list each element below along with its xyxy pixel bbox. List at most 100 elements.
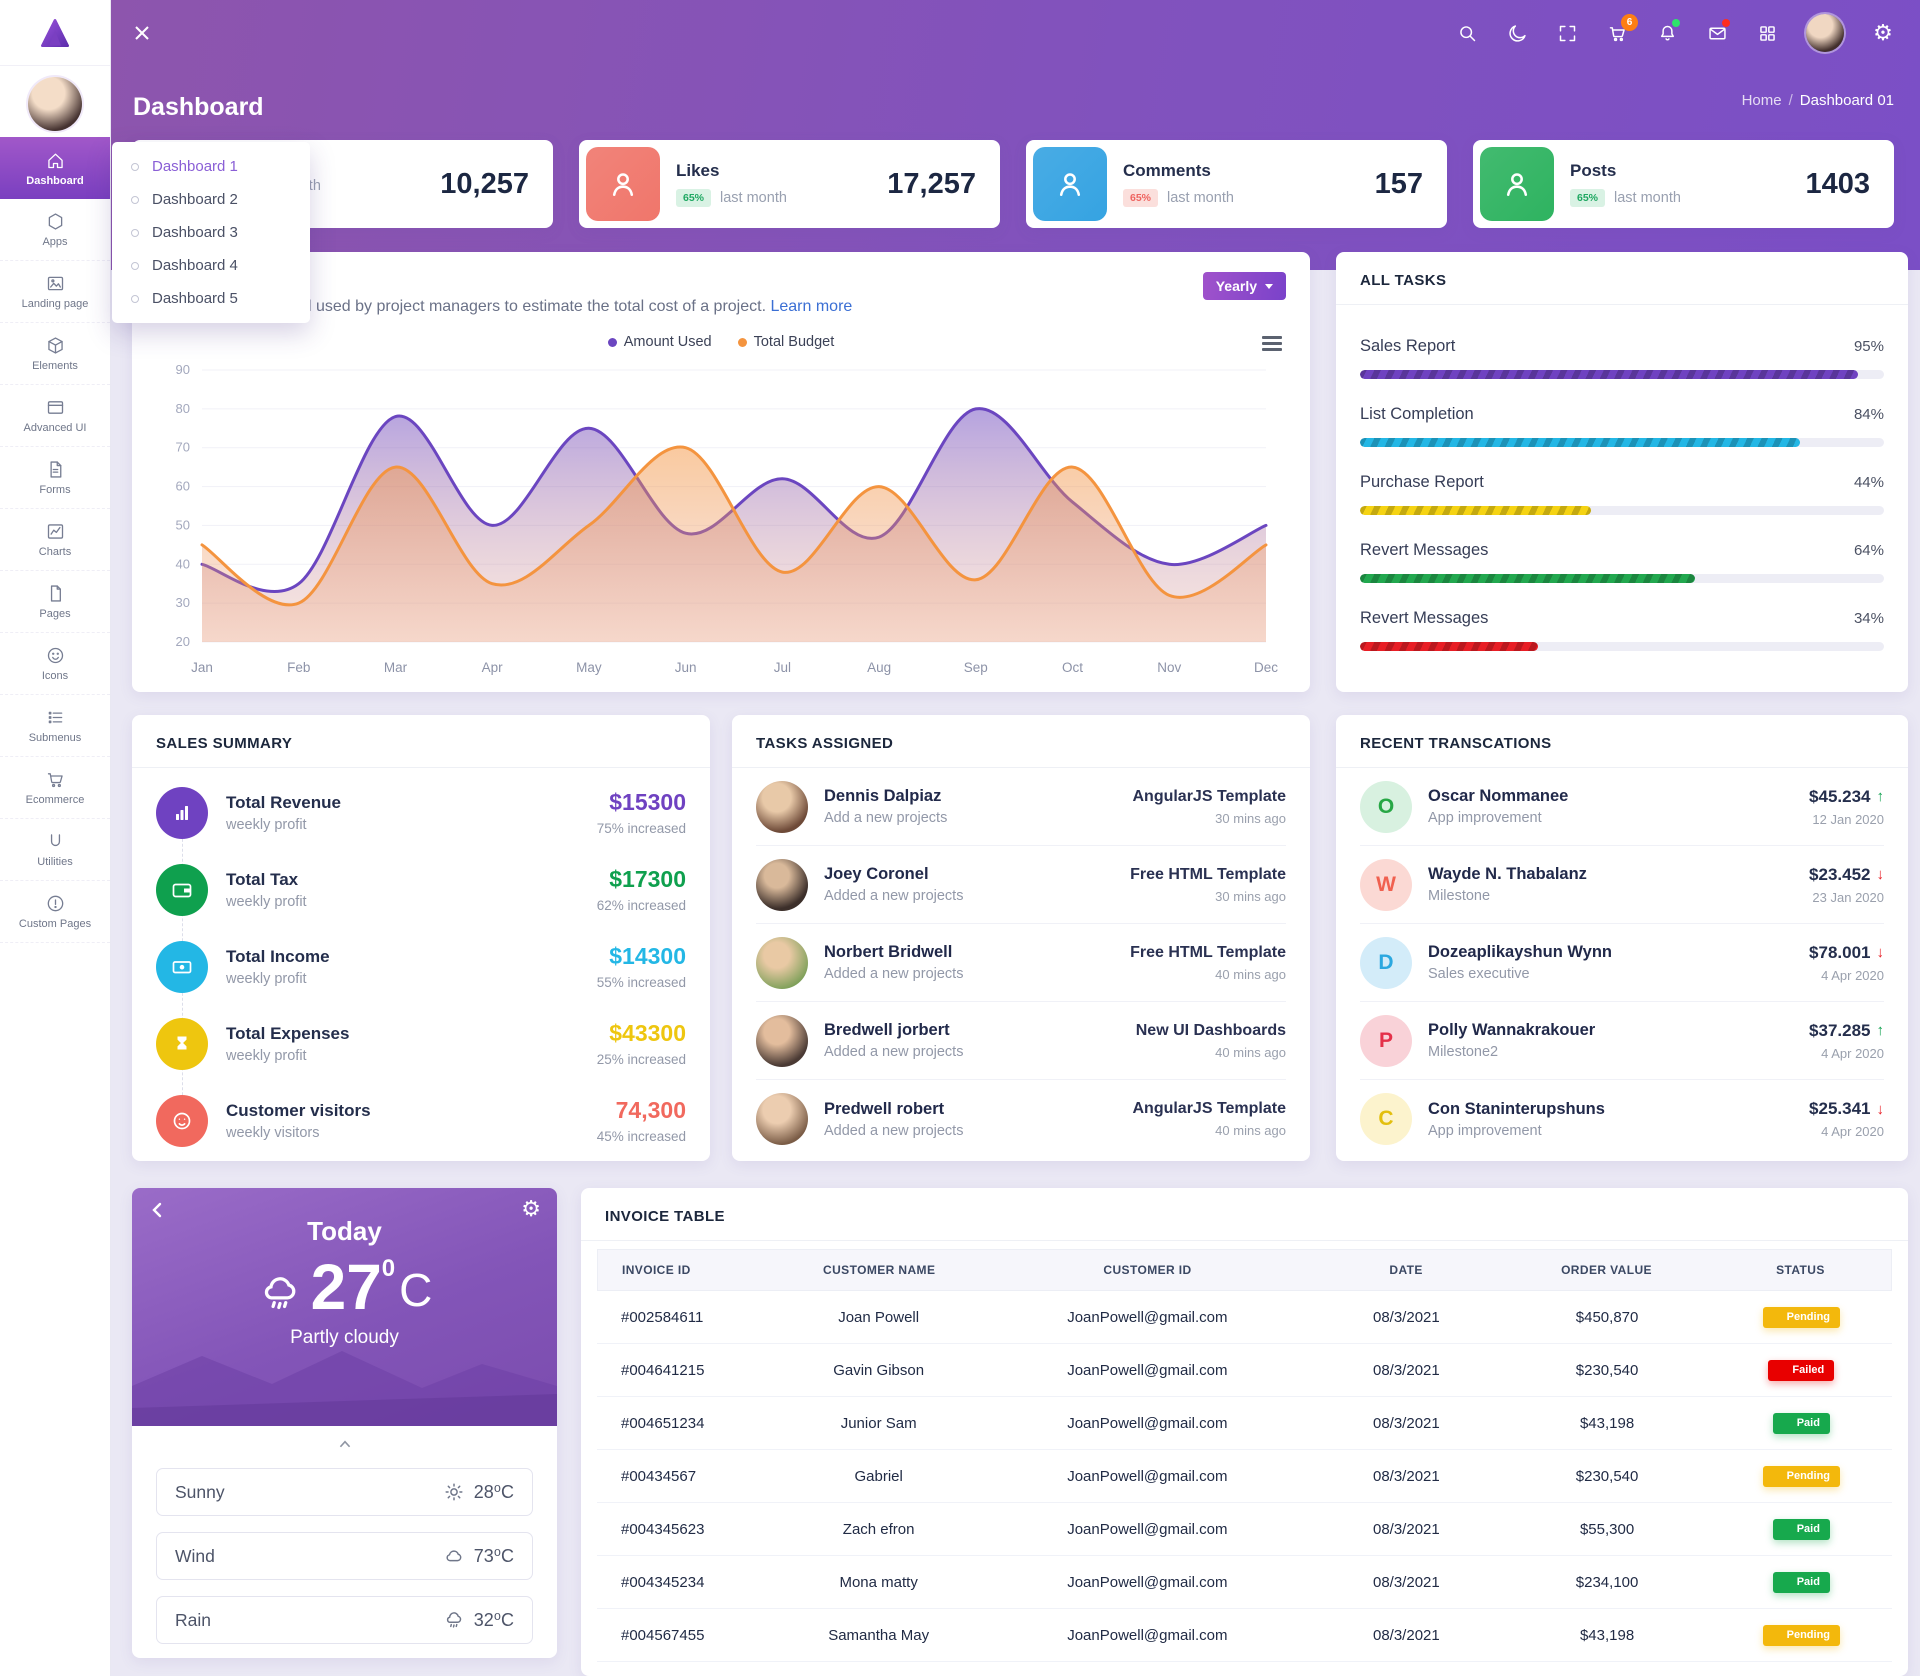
table-header-row: INVOICE ID CUSTOMER NAME CUSTOMER ID DATE OR… [597, 1249, 1892, 1291]
stat-value: 157 [1374, 167, 1423, 200]
transaction-row[interactable]: O Oscar Nommanee App improvement $45.234 ↑… [1360, 768, 1884, 846]
sidebar-item-advanced-ui[interactable]: Advanced UI [0, 385, 110, 447]
table-row[interactable]: #004345623 Zach efron JoanPowell@gmail.com… [597, 1503, 1892, 1556]
sidebar-item-dashboard[interactable]: Dashboard [0, 137, 110, 199]
assigned-task-row[interactable]: Norbert Bridwell Added a new projects Fre… [756, 924, 1286, 1002]
assigned-task-row[interactable]: Joey Coronel Added a new projects Free HT… [756, 846, 1286, 924]
sidebar-item-elements[interactable]: Elements [0, 323, 110, 385]
svg-text:Feb: Feb [287, 660, 310, 675]
trend-arrow-icon: ↓ [1876, 1100, 1885, 1118]
forecast-row-sunny[interactable]: Sunny 28⁰C [156, 1468, 533, 1516]
svg-text:20: 20 [176, 634, 190, 649]
avatar-initial: P [1360, 1014, 1412, 1067]
sidebar-item-utilities[interactable]: Utilities [0, 819, 110, 881]
svg-text:Nov: Nov [1157, 660, 1181, 675]
assigned-task-row[interactable]: Bredwell jorbert Added a new projects New… [756, 1002, 1286, 1080]
invoice-table-card: INVOICE TABLE INVOICE ID CUSTOMER NAME CUS… [581, 1188, 1908, 1676]
cart-icon[interactable]: 6 [1606, 14, 1638, 44]
stat-title: Posts [1570, 161, 1617, 180]
dropdown-item-dashboard-5[interactable]: Dashboard 5 [112, 282, 310, 315]
forecast-row-wind[interactable]: Wind 73⁰C [156, 1532, 533, 1580]
cart-icon [47, 773, 63, 788]
collapse-chevron-up-icon[interactable] [132, 1426, 557, 1452]
status-badge: Pending [1762, 1465, 1841, 1487]
logo-triangle-icon [41, 18, 69, 47]
svg-text:Jun: Jun [675, 660, 697, 675]
dark-mode-moon-icon[interactable] [1506, 22, 1528, 44]
progress-track [1360, 574, 1884, 583]
chart-menu-icon[interactable] [1262, 336, 1282, 351]
transaction-row[interactable]: C Con Staninterupshuns App improvement $2… [1360, 1080, 1884, 1158]
forecast-row-rain[interactable]: Rain 32⁰C [156, 1596, 533, 1644]
sales-summary-card: SALES SUMMARY Total Revenue weekly profit… [132, 715, 710, 1161]
all-tasks-card: ALL TASKS Sales Report 95% List Completio… [1336, 252, 1908, 692]
avatar-initial: D [1360, 936, 1412, 989]
rain-cloud-icon [446, 1612, 461, 1628]
dropdown-item-dashboard-3[interactable]: Dashboard 3 [112, 216, 310, 249]
dropdown-item-dashboard-2[interactable]: Dashboard 2 [112, 183, 310, 216]
transaction-row[interactable]: W Wayde N. Thabalanz Milestone $23.452 ↓ 23… [1360, 846, 1884, 924]
messages-mail-icon[interactable] [1706, 19, 1730, 44]
settings-gear-icon[interactable] [1872, 22, 1894, 44]
file-text-icon [49, 461, 61, 478]
sidebar-item-pages[interactable]: Pages [0, 571, 110, 633]
svg-text:Jan: Jan [191, 660, 213, 675]
apps-grid-icon[interactable] [1756, 22, 1778, 44]
notifications-bell-icon[interactable] [1656, 19, 1680, 44]
home-icon [47, 153, 63, 168]
fullscreen-icon[interactable] [1556, 22, 1578, 44]
assigned-task-row[interactable]: Predwell robert Added a new projects Angu… [756, 1080, 1286, 1158]
transaction-row[interactable]: P Polly Wannakrakouer Milestone2 $37.285 ↑… [1360, 1002, 1884, 1080]
svg-text:30: 30 [176, 595, 190, 610]
sidebar-item-ecommerce[interactable]: Ecommerce [0, 757, 110, 819]
sidebar-item-icons[interactable]: Icons [0, 633, 110, 695]
dropdown-item-dashboard-1[interactable]: Dashboard 1 [112, 150, 310, 183]
mail-status-dot [1722, 19, 1730, 27]
stat-period: last month [720, 190, 787, 206]
transaction-row[interactable]: D Dozeaplikayshun Wynn Sales executive $7… [1360, 924, 1884, 1002]
table-row[interactable]: #002584611 Joan Powell JoanPowell@gmail.co… [597, 1291, 1892, 1344]
breadcrumb: Home / Dashboard 01 [1741, 92, 1894, 109]
cloud-icon [446, 1550, 462, 1562]
sidebar-item-charts[interactable]: Charts [0, 509, 110, 571]
trend-arrow-icon: ↓ [1876, 944, 1885, 961]
breadcrumb-home[interactable]: Home [1741, 92, 1782, 109]
svg-text:Mar: Mar [384, 660, 408, 675]
sidebar-item-custom-pages[interactable]: Custom Pages [0, 881, 110, 943]
task-progress-row: Sales Report 95% [1360, 337, 1884, 379]
summary-row-tax: Total Tax weekly profit $17300 62% increas… [156, 851, 686, 928]
svg-text:40: 40 [176, 556, 190, 571]
table-row[interactable]: #004345234 Mona matty JoanPowell@gmail.com… [597, 1556, 1892, 1609]
sidebar-item-forms[interactable]: Forms [0, 447, 110, 509]
table-row[interactable]: #004651234 Junior Sam JoanPowell@gmail.com… [597, 1397, 1892, 1450]
sidebar-user-avatar[interactable] [28, 77, 82, 131]
rain-cloud-icon [264, 1277, 295, 1310]
assigned-task-row[interactable]: Dennis Dalpiaz Add a new projects Angular… [756, 768, 1286, 846]
hourglass-icon [156, 1017, 208, 1070]
app-logo[interactable] [0, 0, 110, 66]
back-chevron-icon[interactable] [148, 1200, 168, 1220]
sidebar-item-apps[interactable]: Apps [0, 199, 110, 261]
close-icon[interactable] [132, 23, 152, 43]
progress-track [1360, 370, 1884, 379]
sidebar-item-submenus[interactable]: Submenus [0, 695, 110, 757]
progress-track [1360, 506, 1884, 515]
table-row[interactable]: #004567455 Samantha May JoanPowell@gmail.c… [597, 1609, 1892, 1662]
learn-more-link[interactable]: Learn more [770, 298, 853, 315]
breadcrumb-current: Dashboard 01 [1799, 92, 1894, 109]
banknote-icon [156, 940, 208, 993]
task-progress-row: Revert Messages 34% [1360, 609, 1884, 651]
sidebar-item-landing-page[interactable]: Landing page [0, 261, 110, 323]
page-title: Dashboard [133, 92, 264, 121]
weather-condition: Partly cloudy [290, 1327, 399, 1348]
legend-amount-used: Amount Used [607, 334, 712, 350]
dropdown-item-dashboard-4[interactable]: Dashboard 4 [112, 249, 310, 282]
radio-dot-icon [131, 294, 139, 303]
table-row[interactable]: #004641215 Gavin Gibson JoanPowell@gmail.c… [597, 1344, 1892, 1397]
period-select-button[interactable]: Yearly [1202, 272, 1286, 300]
user-avatar[interactable] [1806, 14, 1844, 52]
search-icon[interactable] [1456, 22, 1478, 44]
table-row[interactable]: #00434567 Gabriel JoanPowell@gmail.com 08/3… [597, 1450, 1892, 1503]
cart-badge: 6 [1621, 14, 1638, 31]
radio-dot-icon [131, 228, 139, 237]
